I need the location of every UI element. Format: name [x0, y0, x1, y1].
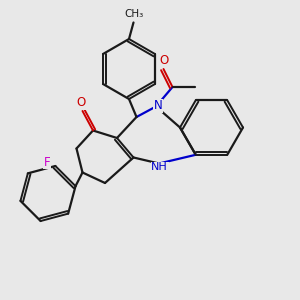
Text: CH₃: CH₃ [125, 9, 144, 20]
Text: O: O [76, 96, 85, 110]
Text: NH: NH [151, 162, 168, 172]
Text: F: F [44, 156, 50, 169]
Text: N: N [154, 99, 163, 112]
Text: O: O [160, 54, 169, 68]
